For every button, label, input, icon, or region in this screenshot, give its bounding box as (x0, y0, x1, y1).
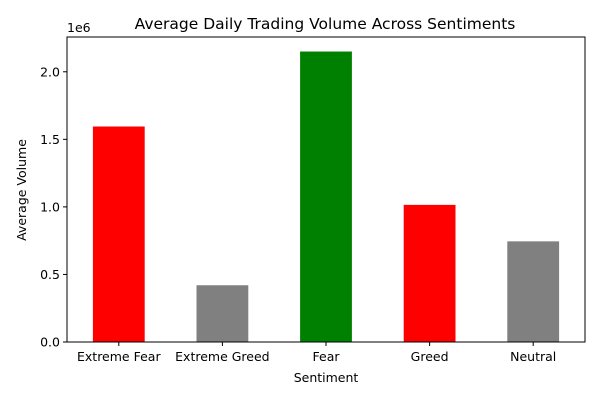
chart-title: Average Daily Trading Volume Across Sent… (135, 15, 516, 33)
y-axis-offset-label: 1e6 (67, 20, 91, 35)
y-tick-label: 1.0 (40, 199, 60, 214)
bar-neutral (507, 241, 560, 342)
y-tick-label: 0.0 (40, 335, 60, 350)
bar-fear (300, 51, 352, 343)
y-tick-label: 1.5 (40, 132, 60, 147)
plot-frame (66, 36, 586, 343)
x-tick-label: Extreme Fear (77, 349, 161, 364)
bar-extreme-greed (196, 285, 249, 342)
bar-greed (403, 204, 456, 342)
x-tick-label: Neutral (510, 349, 556, 364)
y-tick-label: 0.5 (40, 267, 60, 282)
bar-extreme-fear (92, 126, 145, 342)
y-tick-label: 2.0 (40, 64, 60, 79)
x-tick-label: Extreme Greed (175, 349, 269, 364)
plot-area: Extreme Fear Extreme Greed Fear Greed Neutra… (40, 51, 560, 364)
x-tick-label: Fear (313, 349, 341, 364)
y-axis-label: Average Volume (14, 139, 29, 241)
x-axis-label: Sentiment (294, 370, 359, 385)
x-tick-label: Greed (411, 349, 449, 364)
